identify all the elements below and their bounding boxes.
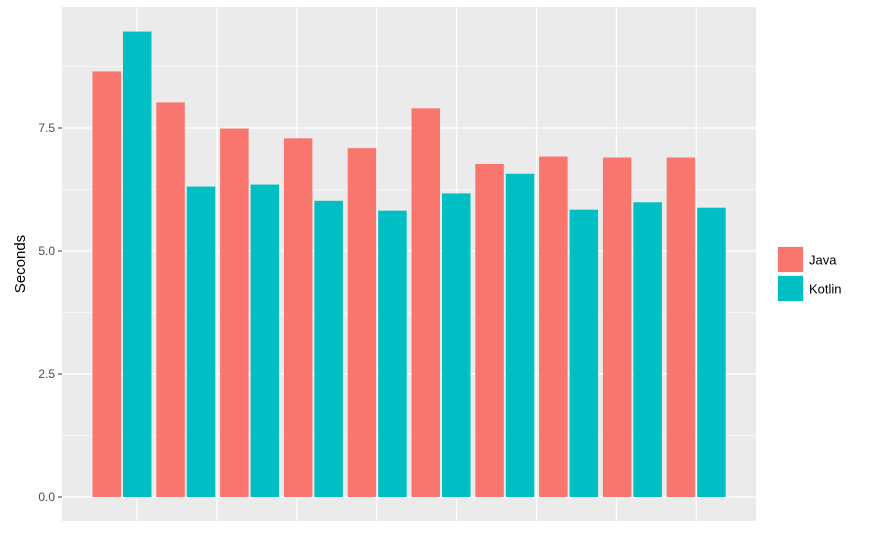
bar-kotlin-9 — [633, 202, 662, 498]
bar-java-10 — [666, 157, 696, 497]
bar-java-3 — [220, 128, 249, 497]
y-tick-label: 2.5 — [38, 367, 55, 381]
bar-kotlin-10 — [697, 207, 726, 498]
y-tick-label: 0.0 — [38, 490, 55, 504]
bar-kotlin-4 — [314, 200, 343, 498]
bar-java-5 — [347, 148, 377, 497]
bar-java-8 — [539, 156, 568, 497]
bar-java-9 — [602, 157, 632, 497]
y-axis-title: Seconds — [12, 235, 29, 293]
bar-java-1 — [92, 71, 121, 498]
y-axis: 0.0 2.5 5.0 7.5 — [38, 121, 62, 504]
y-tick-label: 7.5 — [38, 121, 55, 135]
bar-kotlin-1 — [123, 31, 152, 498]
y-tick-label: 5.0 — [38, 244, 55, 258]
bar-kotlin-7 — [505, 173, 535, 498]
bars — [92, 31, 726, 498]
bar-kotlin-6 — [442, 193, 471, 497]
legend: Java Kotlin — [777, 246, 842, 302]
legend-label-kotlin: Kotlin — [809, 282, 842, 297]
bar-java-6 — [411, 108, 440, 497]
bar-java-2 — [156, 102, 185, 497]
bar-java-4 — [283, 138, 313, 497]
bar-kotlin-3 — [250, 184, 280, 497]
bar-java-7 — [475, 163, 504, 497]
bar-kotlin-2 — [186, 186, 216, 497]
legend-key-kotlin — [778, 276, 803, 301]
legend-key-java — [778, 247, 803, 272]
bar-kotlin-5 — [378, 210, 407, 497]
bar-kotlin-8 — [569, 209, 599, 497]
legend-label-java: Java — [809, 253, 837, 268]
